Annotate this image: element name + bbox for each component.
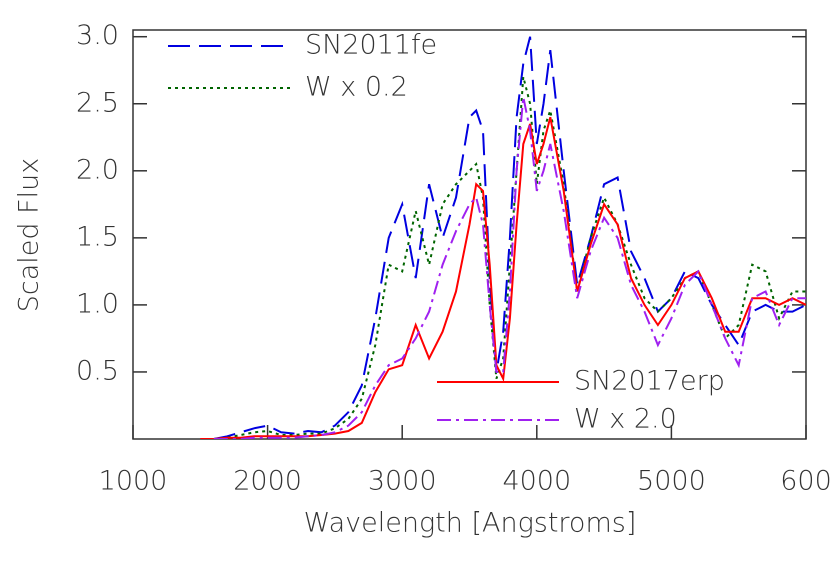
y-tick-label: 3.0	[76, 20, 119, 51]
x-tick-label: 2000	[233, 466, 302, 497]
x-tick-label: 1000	[99, 466, 168, 497]
y-tick-label: 2.0	[76, 154, 119, 185]
y-tick-label: 1.0	[76, 288, 119, 319]
legend-label: W x 2.0	[574, 404, 677, 435]
legend-label: SN2011fe	[305, 30, 437, 61]
x-tick-label: 5000	[637, 466, 706, 497]
y-tick-label: 1.5	[76, 221, 119, 252]
y-axis-title: Scaled Flux	[14, 158, 45, 313]
y-tick-label: 2.5	[76, 87, 119, 118]
series-line	[213, 76, 806, 439]
legend-label: W x 0.2	[305, 72, 408, 103]
x-axis-title: Wavelength [Angstroms]	[304, 508, 637, 539]
x-tick-label: 3000	[368, 466, 437, 497]
series-line	[213, 96, 806, 439]
y-tick-label: 0.5	[76, 355, 119, 386]
legend-label: SN2017erp	[574, 366, 725, 397]
x-tick-label: 4000	[502, 466, 571, 497]
plot-frame	[132, 29, 807, 440]
x-tick-label: 600	[780, 466, 830, 497]
